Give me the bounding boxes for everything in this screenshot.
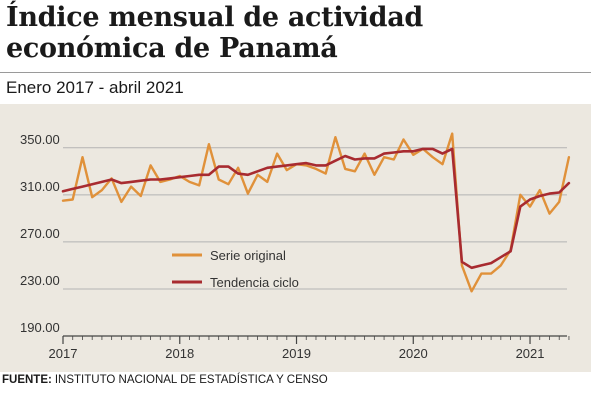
title-line-1: Índice mensual de actividad xyxy=(6,2,423,33)
chart-subtitle: Enero 2017 - abril 2021 xyxy=(6,78,184,97)
y-tick-label: 270.00 xyxy=(20,226,60,241)
x-tick-label: 2020 xyxy=(399,346,428,361)
x-tick-label: 2021 xyxy=(516,346,545,361)
legend: Serie original Tendencia ciclo xyxy=(172,248,299,290)
source-note: FUENTE: INSTITUTO NACIONAL DE ESTADÍSTICA… xyxy=(2,374,328,386)
source-label: FUENTE: xyxy=(2,374,52,386)
x-tick-label: 2019 xyxy=(282,346,311,361)
x-tick-label: 2018 xyxy=(165,346,194,361)
y-tick-label: 190.00 xyxy=(20,320,60,335)
legend-label: Tendencia ciclo xyxy=(210,275,299,290)
series-lines xyxy=(61,132,571,293)
title-divider xyxy=(0,72,591,73)
series-tendencia-line xyxy=(61,147,571,270)
x-axis: 2017 2018 2019 2020 2021 xyxy=(49,335,570,361)
y-tick-label: 230.00 xyxy=(20,273,60,288)
title-line-2: económica de Panamá xyxy=(6,33,338,64)
y-tick-label: 310.00 xyxy=(20,179,60,194)
chart-title: Índice mensual de actividad económica de… xyxy=(6,2,586,64)
grid-lines xyxy=(63,147,567,290)
y-tick-label: 350.00 xyxy=(20,132,60,147)
y-tick-labels: 350.00 310.00 270.00 230.00 190.00 xyxy=(20,132,60,335)
source-text: INSTITUTO NACIONAL DE ESTADÍSTICA Y CENS… xyxy=(54,374,328,386)
chart-panel xyxy=(0,104,591,372)
x-tick-label: 2017 xyxy=(49,346,78,361)
series-original-line xyxy=(61,132,571,293)
legend-label: Serie original xyxy=(210,248,286,263)
